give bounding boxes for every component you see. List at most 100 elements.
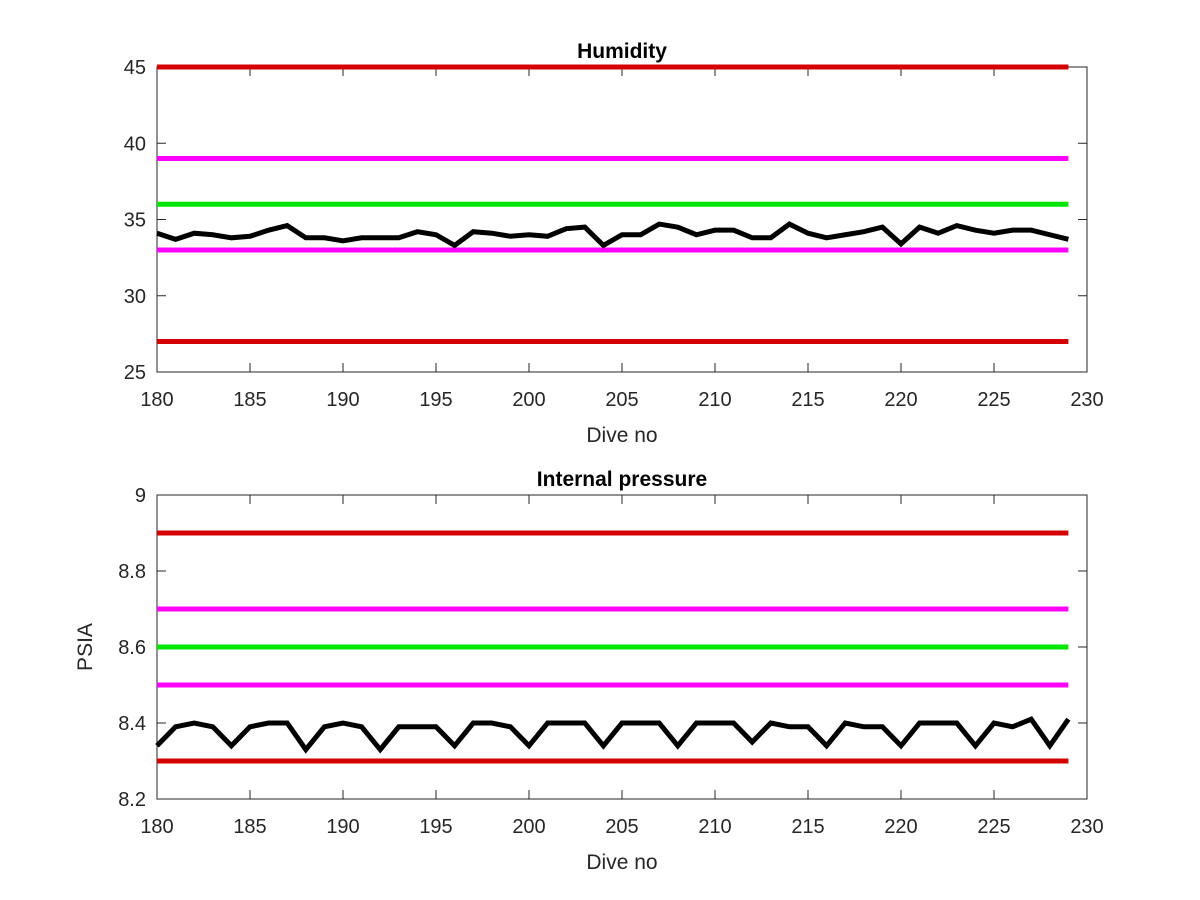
data-point — [603, 745, 604, 746]
data-point — [268, 723, 269, 724]
data-point — [603, 245, 604, 246]
data-point — [901, 745, 902, 746]
data-point — [566, 228, 567, 229]
series-line — [156, 221, 1069, 249]
data-point — [882, 227, 883, 228]
data-point — [287, 723, 288, 724]
data-point — [491, 233, 492, 234]
data-point — [268, 230, 269, 231]
y-tick-label: 25 — [124, 362, 146, 384]
x-tick-label: 180 — [140, 816, 173, 838]
data-point — [826, 745, 827, 746]
data-point — [808, 233, 809, 234]
chart-title: Internal pressure — [537, 468, 707, 491]
data-point — [956, 723, 957, 724]
data-point — [808, 726, 809, 727]
y-tick-label: 45 — [124, 57, 146, 79]
data-point — [436, 234, 437, 235]
data-point — [715, 723, 716, 724]
x-tick-label: 195 — [419, 389, 452, 411]
data-point — [863, 231, 864, 232]
data-point — [622, 234, 623, 235]
data-point — [547, 723, 548, 724]
data-point — [584, 227, 585, 228]
data-point — [305, 749, 306, 750]
data-point — [752, 742, 753, 743]
data-point — [882, 726, 883, 727]
y-axis-label: PSIA — [74, 623, 97, 671]
data-point — [398, 726, 399, 727]
y-tick-label: 30 — [124, 286, 146, 308]
data-point — [157, 745, 158, 746]
series-line — [155, 716, 1071, 754]
x-tick-label: 215 — [791, 816, 824, 838]
y-tick-label: 35 — [124, 210, 146, 232]
data-point — [696, 723, 697, 724]
data-point — [194, 723, 195, 724]
data-point — [919, 723, 920, 724]
data-point — [510, 726, 511, 727]
data-point — [380, 749, 381, 750]
data-point — [770, 723, 771, 724]
data-point — [510, 236, 511, 237]
x-tick-label: 200 — [512, 816, 545, 838]
x-tick-label: 180 — [140, 389, 173, 411]
data-point — [770, 237, 771, 238]
data-point — [566, 723, 567, 724]
data-point — [250, 236, 251, 237]
data-point — [380, 237, 381, 238]
data-point — [417, 231, 418, 232]
data-point — [733, 723, 734, 724]
data-point — [473, 231, 474, 232]
data-point — [622, 723, 623, 724]
data-point — [584, 723, 585, 724]
data-point — [305, 237, 306, 238]
x-tick-label: 220 — [884, 389, 917, 411]
data-point — [752, 237, 753, 238]
x-tick-label: 200 — [512, 389, 545, 411]
data-point — [677, 227, 678, 228]
data-point — [529, 234, 530, 235]
data-point — [845, 234, 846, 235]
y-tick-label: 9 — [135, 485, 146, 507]
x-tick-label: 225 — [977, 816, 1010, 838]
data-point — [938, 233, 939, 234]
data-point — [175, 239, 176, 240]
data-point — [361, 726, 362, 727]
data-point — [1068, 719, 1069, 720]
data-point — [343, 240, 344, 241]
x-tick-label: 220 — [884, 816, 917, 838]
data-point — [994, 723, 995, 724]
data-point — [529, 745, 530, 746]
data-point — [994, 233, 995, 234]
data-point — [231, 745, 232, 746]
data-point — [454, 745, 455, 746]
data-point — [789, 726, 790, 727]
subplot-1: 180 185 190 195 200 205 210 215 220 225 230 25 30 35 4… — [124, 40, 1104, 447]
x-tick-label: 205 — [605, 389, 638, 411]
data-point — [1031, 230, 1032, 231]
data-point — [175, 726, 176, 727]
x-tick-label: 190 — [326, 389, 359, 411]
x-axis-label: Dive no — [586, 424, 657, 447]
y-tick-label: 8.4 — [118, 713, 146, 735]
data-point — [473, 723, 474, 724]
data-point — [1068, 239, 1069, 240]
data-point — [919, 227, 920, 228]
x-tick-label: 210 — [698, 816, 731, 838]
x-tick-label: 195 — [419, 816, 452, 838]
data-point — [1049, 234, 1050, 235]
data-point — [1049, 745, 1050, 746]
data-point — [845, 723, 846, 724]
x-tick-label: 185 — [233, 389, 266, 411]
data-point — [324, 726, 325, 727]
x-tick-label: 205 — [605, 816, 638, 838]
data-point — [454, 245, 455, 246]
x-axis-label: Dive no — [586, 851, 657, 874]
data-point — [212, 234, 213, 235]
data-point — [417, 726, 418, 727]
data-point — [212, 726, 213, 727]
data-point — [324, 237, 325, 238]
data-point — [194, 233, 195, 234]
